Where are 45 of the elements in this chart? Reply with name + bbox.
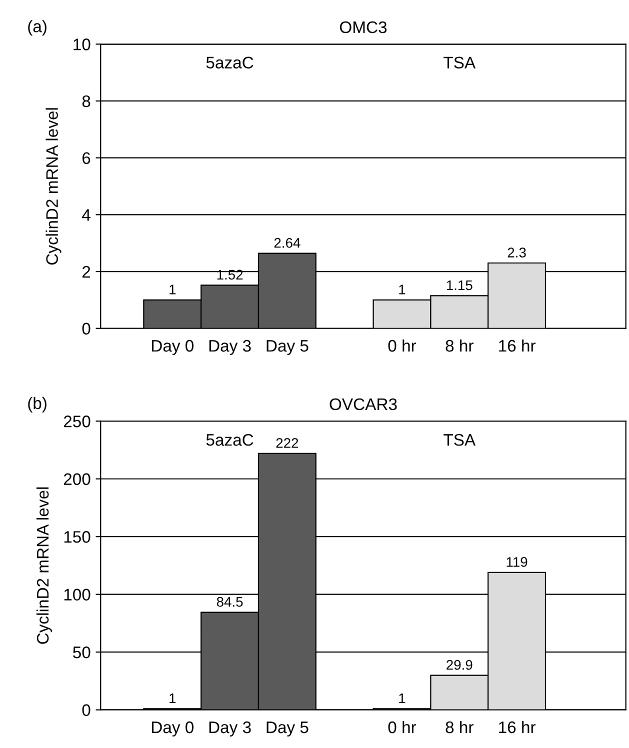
x-tick-label: 8 hr [446, 720, 474, 734]
data-label: 1 [399, 693, 406, 704]
y-tick-label: 8 [82, 95, 90, 108]
text: (a) [28, 20, 46, 36]
text: (b) [28, 396, 46, 412]
x-tick-label: Day 3 [209, 721, 251, 736]
data-label: 2.64 [274, 238, 300, 248]
data-label: 1 [399, 284, 406, 294]
x-tick-label: 0 hr [388, 720, 416, 734]
x-tick-label: 16 hr [499, 339, 536, 352]
annotation: TSA [444, 434, 476, 446]
y-tick-label: 100 [64, 588, 90, 601]
chart-title: OMC3 [340, 21, 387, 34]
data-label: 1.15 [446, 280, 472, 290]
data-label: 29.9 [446, 660, 472, 670]
x-tick-label: Day 5 [266, 722, 308, 736]
y-tick-label: 150 [64, 531, 90, 543]
annotation: 5azaC [206, 434, 254, 446]
x-tick-label: Day 0 [152, 721, 194, 736]
y-tick-label: 4 [82, 209, 90, 221]
y-tick-label: 10 [74, 38, 90, 50]
y-tick-label: 200 [64, 473, 90, 486]
y-tick-label: 250 [64, 416, 90, 428]
y-tick-label: 6 [82, 152, 90, 164]
x-tick-label: 16 hr [499, 720, 536, 734]
y-tick-label: 50 [73, 646, 90, 658]
chart-title: OVCAR3 [330, 398, 397, 410]
y-axis-title: CyclinD2 mRNA level [36, 487, 52, 644]
data-label: 1 [170, 693, 176, 704]
data-label: 119 [506, 557, 528, 567]
x-tick-label: Day 3 [209, 340, 251, 356]
annotation: 5azaC [206, 56, 254, 69]
y-axis-title: CyclinD2 mRNA level [46, 108, 62, 265]
data-label: 84.5 [216, 596, 243, 607]
x-tick-label: 8 hr [446, 339, 474, 352]
y-tick-label: 0 [82, 704, 90, 716]
data-label: 2.3 [508, 248, 526, 258]
y-tick-label: 0 [82, 322, 90, 335]
annotation: TSA [444, 56, 476, 69]
x-tick-label: Day 0 [152, 340, 194, 356]
y-tick-label: 2 [82, 266, 90, 278]
data-label: 222 [276, 438, 298, 448]
data-label: 1 [170, 284, 176, 294]
x-tick-label: Day 5 [266, 340, 308, 356]
x-tick-label: 0 hr [388, 339, 416, 352]
